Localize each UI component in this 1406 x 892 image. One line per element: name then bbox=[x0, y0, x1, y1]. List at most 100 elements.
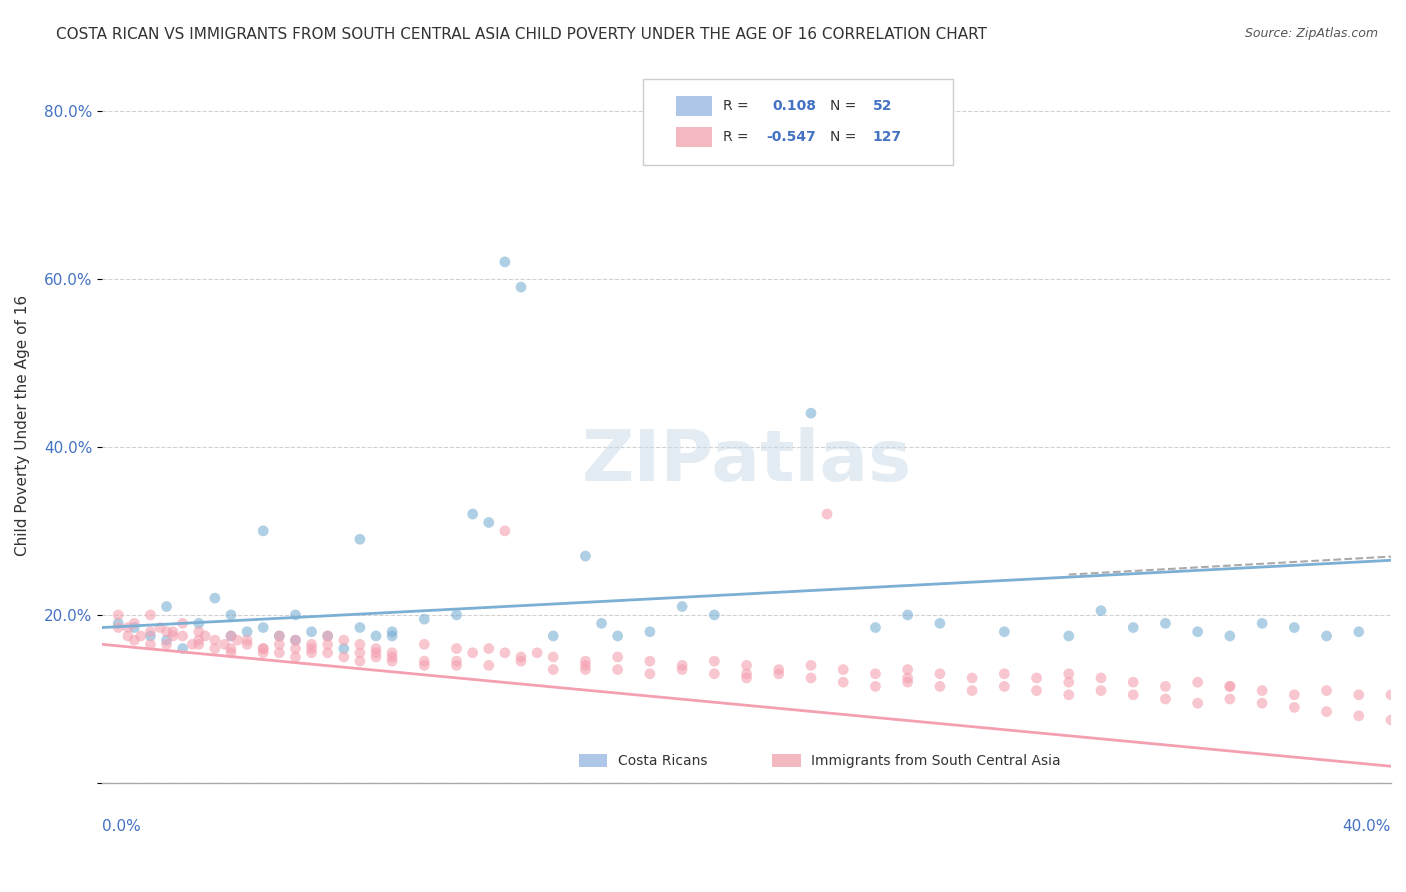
Point bbox=[865, 666, 887, 681]
Point bbox=[1090, 683, 1112, 698]
Point bbox=[349, 654, 371, 668]
Text: Immigrants from South Central Asia: Immigrants from South Central Asia bbox=[811, 754, 1060, 768]
Point bbox=[1347, 624, 1369, 639]
Point bbox=[1025, 683, 1047, 698]
Point bbox=[301, 641, 323, 656]
Point bbox=[800, 406, 823, 420]
Point bbox=[226, 633, 249, 648]
Text: 40.0%: 40.0% bbox=[1343, 819, 1391, 834]
Point bbox=[1154, 616, 1177, 631]
Point bbox=[461, 646, 484, 660]
Point bbox=[865, 621, 887, 635]
Point bbox=[155, 633, 177, 648]
Bar bbox=[772, 755, 800, 767]
Point bbox=[1187, 696, 1209, 710]
Point bbox=[162, 624, 184, 639]
Point bbox=[897, 663, 920, 677]
Point bbox=[124, 633, 146, 648]
Point bbox=[1251, 616, 1274, 631]
Point bbox=[768, 666, 790, 681]
Point bbox=[117, 621, 139, 635]
Point bbox=[204, 633, 226, 648]
Point bbox=[236, 637, 259, 651]
Bar bbox=[579, 755, 607, 767]
Point bbox=[381, 629, 404, 643]
Point bbox=[349, 533, 371, 547]
Point bbox=[638, 666, 661, 681]
Point bbox=[446, 607, 468, 622]
Point bbox=[349, 621, 371, 635]
Point bbox=[993, 624, 1015, 639]
Point bbox=[194, 629, 217, 643]
Point bbox=[349, 637, 371, 651]
Point bbox=[219, 629, 242, 643]
Point bbox=[236, 633, 259, 648]
Point bbox=[284, 641, 307, 656]
Point bbox=[364, 650, 387, 665]
Point bbox=[494, 255, 516, 269]
Point bbox=[333, 641, 356, 656]
Point bbox=[1379, 713, 1402, 727]
Point bbox=[155, 637, 177, 651]
Point bbox=[181, 637, 204, 651]
Point bbox=[1090, 604, 1112, 618]
Point bbox=[155, 599, 177, 614]
Point bbox=[800, 658, 823, 673]
Point bbox=[478, 516, 501, 530]
Point bbox=[316, 646, 339, 660]
Point bbox=[219, 607, 242, 622]
Point bbox=[800, 671, 823, 685]
Point bbox=[107, 621, 129, 635]
Point bbox=[252, 646, 274, 660]
Point bbox=[1315, 683, 1337, 698]
Point bbox=[139, 624, 162, 639]
Point bbox=[494, 524, 516, 538]
Point bbox=[1187, 675, 1209, 690]
Point bbox=[381, 654, 404, 668]
Point bbox=[735, 658, 758, 673]
Y-axis label: Child Poverty Under the Age of 16: Child Poverty Under the Age of 16 bbox=[15, 295, 30, 557]
Point bbox=[993, 679, 1015, 693]
Point bbox=[1219, 679, 1241, 693]
Point bbox=[316, 629, 339, 643]
Point bbox=[1251, 683, 1274, 698]
Point bbox=[413, 637, 436, 651]
Point bbox=[1251, 696, 1274, 710]
Point bbox=[832, 663, 855, 677]
Point bbox=[1284, 621, 1306, 635]
Point bbox=[928, 666, 950, 681]
Point bbox=[735, 671, 758, 685]
Text: -0.547: -0.547 bbox=[766, 130, 815, 145]
Point bbox=[606, 650, 628, 665]
Point bbox=[187, 633, 209, 648]
Point bbox=[364, 641, 387, 656]
Point bbox=[124, 621, 146, 635]
Point bbox=[897, 607, 920, 622]
Point bbox=[1154, 692, 1177, 706]
Text: R =: R = bbox=[723, 130, 749, 145]
Point bbox=[219, 646, 242, 660]
Point bbox=[1219, 692, 1241, 706]
Point bbox=[107, 607, 129, 622]
Point bbox=[413, 658, 436, 673]
Point bbox=[638, 624, 661, 639]
Point bbox=[815, 507, 838, 521]
Point bbox=[172, 629, 194, 643]
Point bbox=[461, 507, 484, 521]
Point bbox=[214, 637, 236, 651]
Point bbox=[1057, 666, 1080, 681]
Point bbox=[139, 607, 162, 622]
Text: 0.0%: 0.0% bbox=[103, 819, 141, 834]
Point bbox=[510, 654, 533, 668]
Point bbox=[124, 616, 146, 631]
Point bbox=[703, 654, 725, 668]
Text: R =: R = bbox=[723, 99, 749, 113]
Point bbox=[897, 675, 920, 690]
Point bbox=[187, 616, 209, 631]
Text: Source: ZipAtlas.com: Source: ZipAtlas.com bbox=[1244, 27, 1378, 40]
Point bbox=[172, 641, 194, 656]
Point bbox=[162, 629, 184, 643]
Point bbox=[832, 675, 855, 690]
Point bbox=[1057, 629, 1080, 643]
Point bbox=[252, 641, 274, 656]
